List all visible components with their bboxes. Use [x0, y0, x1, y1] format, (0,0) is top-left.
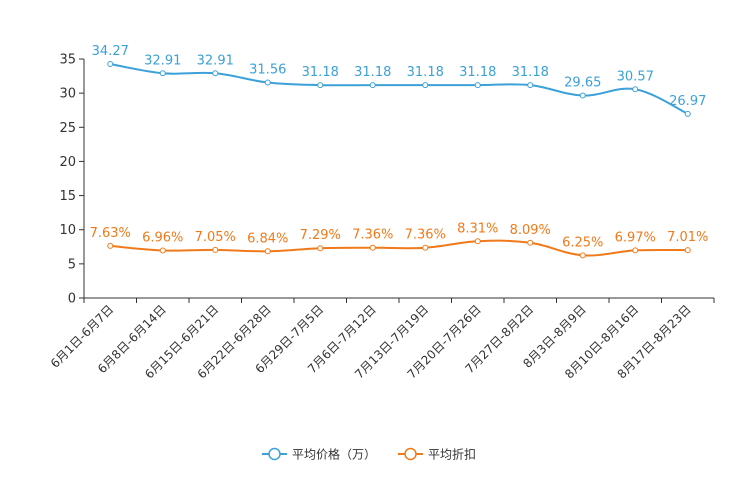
data-point	[317, 245, 324, 252]
data-point	[422, 244, 429, 251]
data-label: 30.57	[617, 69, 654, 84]
data-point	[474, 82, 481, 89]
series-average-discount: 7.63% 6.96% 7.05% 6.84% 7.29% 7.36% 7.36% 8.31%…	[90, 221, 708, 259]
data-point	[474, 238, 481, 245]
data-point	[632, 86, 639, 93]
legend[interactable]: 平均价格（万） 平均折扣	[262, 447, 476, 462]
data-point	[369, 244, 376, 251]
legend-label: 平均价格（万）	[292, 447, 376, 462]
data-label: 7.29%	[300, 228, 341, 243]
data-label: 34.27	[92, 44, 129, 59]
legend-item-average-discount[interactable]: 平均折扣	[398, 447, 476, 462]
axes: 051015202530356月1日-6月7日6月8日-6月14日6月15日-6…	[48, 53, 715, 382]
data-label: 29.65	[564, 76, 601, 91]
data-label: 26.97	[669, 94, 706, 109]
data-point	[632, 247, 639, 254]
y-tick-label: 25	[59, 121, 76, 136]
legend-label: 平均折扣	[428, 447, 476, 462]
data-label: 6.84%	[247, 231, 288, 246]
data-label: 6.25%	[562, 235, 603, 250]
data-point	[527, 82, 534, 89]
data-label: 6.96%	[142, 230, 183, 245]
data-label: 7.63%	[90, 226, 131, 241]
data-label: 31.18	[459, 65, 496, 80]
data-point	[159, 70, 166, 77]
series-line	[110, 63, 689, 115]
data-label: 8.31%	[457, 221, 498, 236]
data-point	[264, 248, 271, 255]
data-point	[369, 82, 376, 89]
data-point	[212, 70, 219, 77]
legend-item-average-price[interactable]: 平均价格（万）	[262, 447, 376, 462]
y-tick-label: 0	[68, 292, 76, 307]
data-label: 6.97%	[615, 230, 656, 245]
data-label: 32.91	[144, 53, 181, 68]
y-tick-label: 20	[59, 155, 76, 170]
series-line	[110, 239, 688, 257]
data-label: 7.36%	[352, 228, 393, 243]
y-tick-label: 5	[68, 257, 76, 272]
data-label: 31.18	[354, 65, 391, 80]
data-point	[107, 60, 114, 67]
data-label: 7.01%	[667, 230, 708, 245]
data-label: 31.18	[407, 65, 444, 80]
data-label: 31.18	[302, 65, 339, 80]
y-tick-label: 30	[59, 87, 76, 102]
data-label: 7.05%	[195, 230, 236, 245]
data-point	[684, 247, 691, 254]
data-point	[422, 82, 429, 89]
data-point	[264, 79, 271, 86]
data-point	[317, 82, 324, 89]
data-point	[684, 110, 691, 117]
data-point	[159, 247, 166, 254]
y-tick-label: 35	[59, 53, 76, 68]
data-point	[527, 239, 534, 246]
data-point	[212, 246, 219, 253]
series-average-price: 34.27 32.91 32.91 31.56 31.18 31.18 31.18 31.18…	[92, 44, 706, 117]
data-label: 7.36%	[405, 228, 446, 243]
data-point	[107, 242, 114, 249]
y-tick-label: 15	[59, 189, 76, 204]
data-label: 8.09%	[510, 223, 551, 238]
data-label: 31.18	[512, 65, 549, 80]
legend-marker-icon	[268, 447, 281, 461]
data-label: 32.91	[197, 53, 234, 68]
data-label: 31.56	[249, 62, 286, 77]
data-point	[579, 92, 586, 99]
legend-marker-icon	[404, 447, 417, 461]
data-point	[579, 252, 586, 259]
series-lines: 34.27 32.91 32.91 31.56 31.18 31.18 31.18 31.18…	[90, 44, 708, 259]
y-tick-label: 10	[59, 223, 76, 238]
